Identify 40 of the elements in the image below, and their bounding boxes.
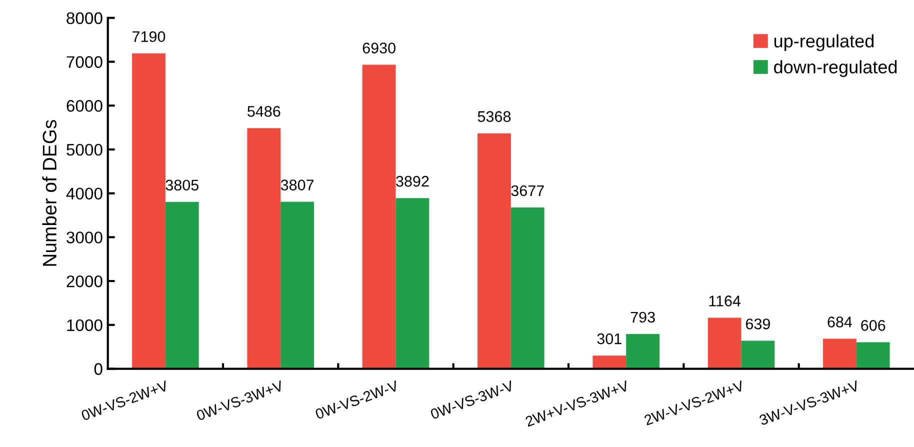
y-axis-title: Number of DEGs: [42, 120, 57, 266]
data-label: 3677: [511, 185, 544, 196]
data-label: 1164: [709, 296, 741, 306]
data-label: 606: [861, 320, 886, 331]
bar: [132, 53, 166, 369]
data-label: 684: [828, 316, 852, 328]
bar: [823, 338, 856, 369]
bar: [741, 340, 775, 369]
y-tick-label: 4000: [66, 188, 102, 200]
data-label: 301: [597, 333, 622, 344]
data-label: 793: [630, 312, 655, 323]
bar: [478, 133, 511, 369]
data-label: 3807: [280, 180, 314, 190]
legend-label: up-regulated: [774, 34, 874, 52]
bar: [708, 318, 742, 369]
y-tick-label: 6000: [66, 100, 102, 112]
bar: [626, 334, 660, 369]
bar: [510, 207, 544, 369]
data-label: 3805: [166, 180, 198, 191]
data-label: 5486: [248, 106, 280, 117]
y-tick-label: 7000: [66, 56, 102, 68]
data-label: 7190: [132, 31, 166, 42]
y-tick-label: 1000: [67, 319, 102, 332]
y-tick-label: 3000: [66, 232, 102, 244]
bar: [592, 356, 626, 369]
y-tick-label: 0: [94, 363, 102, 375]
data-label: 3892: [396, 176, 429, 187]
bar: [396, 198, 430, 369]
data-label: 5368: [478, 111, 511, 122]
y-tick-label: 5000: [66, 144, 102, 156]
bar: [247, 128, 281, 369]
bar: [280, 202, 314, 369]
data-label: 639: [746, 318, 770, 330]
bar: [856, 342, 890, 369]
legend-label: down-regulated: [774, 60, 897, 78]
y-tick-label: 2000: [66, 275, 102, 288]
data-label: 6930: [362, 42, 396, 54]
y-tick-label: 8000: [66, 12, 102, 24]
bar: [362, 64, 396, 369]
bar: [165, 202, 199, 369]
